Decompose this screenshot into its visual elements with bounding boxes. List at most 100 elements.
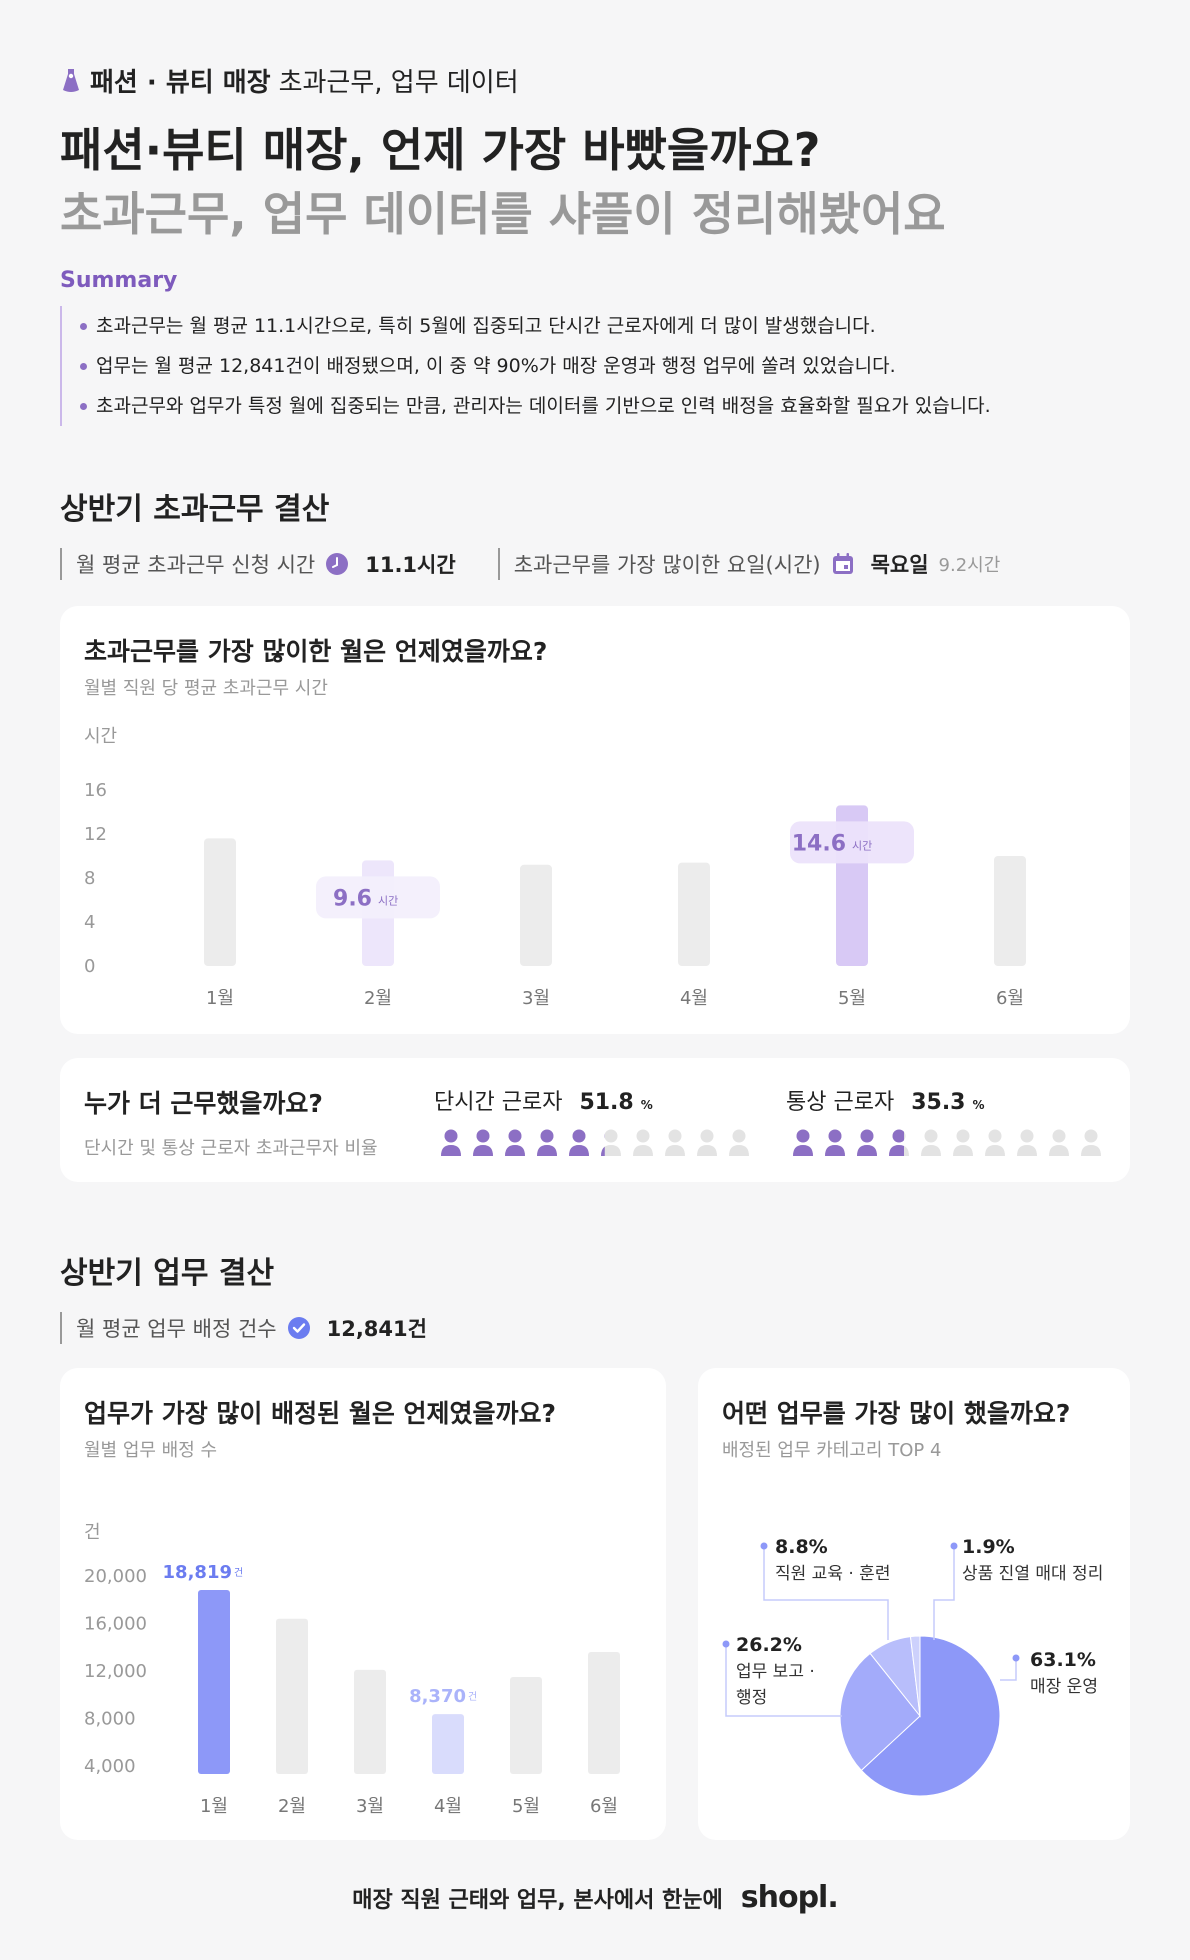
data-label-unit: 건 <box>234 1567 243 1579</box>
slice-name-label: 업무 보고 · <box>736 1662 815 1682</box>
task-chart-subtitle: 월별 업무 배정 수 <box>84 1440 218 1461</box>
data-label: 8,370 <box>409 1686 466 1707</box>
person-icon <box>572 1129 586 1143</box>
people-icons <box>441 1129 1101 1156</box>
kicker: 패션 · 뷰티 매장 초과근무, 업무 데이터 <box>60 62 519 99</box>
bar <box>276 1618 308 1774</box>
check-icon <box>287 1317 310 1339</box>
full-time-ratio: 통상 근로자 35.3 % <box>786 1084 985 1116</box>
leader-dot <box>760 1542 768 1550</box>
person-icon <box>988 1129 1002 1143</box>
y-tick-label: 4,000 <box>84 1756 136 1777</box>
bar <box>432 1714 464 1774</box>
person-icon <box>668 1129 682 1143</box>
leader-line <box>933 1546 955 1640</box>
person-icon <box>1049 1145 1069 1156</box>
y-tick-label: 12,000 <box>84 1661 147 1682</box>
x-tick-label: 5월 <box>512 1796 540 1817</box>
y-tick-label: 8,000 <box>84 1709 136 1730</box>
data-label-bg <box>790 821 914 864</box>
x-tick-label: 1월 <box>206 988 234 1009</box>
overtime-chart: 시간 0 4 8 12 16 1월 2월 9.6 시간 3월 4월 5월 14.6 시간 6월 <box>84 726 1026 1009</box>
shopl-logo[interactable]: shopl. <box>740 1880 839 1915</box>
part-time-unit: % <box>640 1098 653 1112</box>
y-tick-label: 0 <box>84 956 95 977</box>
leader-line <box>1000 1658 1017 1681</box>
bar <box>678 862 710 966</box>
leader-dot <box>1012 1654 1020 1662</box>
leader-dot <box>950 1542 958 1550</box>
slice-value-label: 8.8% <box>775 1536 828 1558</box>
person-icon <box>665 1145 685 1156</box>
person-icon <box>921 1145 941 1156</box>
dress-icon <box>63 68 79 92</box>
part-time-label: 단시간 근로자 <box>434 1090 563 1115</box>
category-chart-title: 어떤 업무를 가장 많이 했을까요? <box>722 1399 1071 1428</box>
avg-overtime-value: 11.1시간 <box>365 553 456 577</box>
person-icon <box>892 1129 904 1143</box>
y-tick-label: 16,000 <box>84 1614 147 1635</box>
y-axis-label: 시간 <box>84 726 117 747</box>
slice-name-label: 행정 <box>736 1688 767 1708</box>
data-label: 9.6 <box>333 886 372 911</box>
summary-item: 업무는 월 평균 12,841건이 배정됐으며, 이 중 약 90%가 매장 운… <box>78 346 991 386</box>
bar <box>588 1652 620 1774</box>
person-icon <box>604 1129 618 1143</box>
slice-name-label: 매장 운영 <box>1030 1677 1098 1697</box>
y-tick-label: 20,000 <box>84 1566 147 1587</box>
top-day-stat: 초과근무를 가장 많이한 요일(시간) 목요일 9.2시간 <box>497 548 1001 580</box>
person-icon <box>953 1145 973 1156</box>
task-stats: 월 평균 업무 배정 건수 12,841건 <box>60 1312 427 1344</box>
person-icon <box>569 1145 589 1156</box>
workers-subtitle: 단시간 및 통상 근로자 초과근무자 비율 <box>84 1138 378 1159</box>
x-tick-label: 6월 <box>590 1796 618 1817</box>
person-icon <box>604 1134 605 1138</box>
top-day-value: 목요일 <box>870 553 929 577</box>
x-tick-label: 6월 <box>996 988 1024 1009</box>
person-icon <box>985 1145 1005 1156</box>
task-chart-title: 업무가 가장 많이 배정된 월은 언제였을까요? <box>84 1399 557 1428</box>
footer-text: 매장 직원 근태와 업무, 본사에서 한눈에 <box>352 1887 723 1913</box>
full-time-unit: % <box>972 1098 985 1112</box>
data-label-unit: 건 <box>468 1691 477 1703</box>
x-tick-label: 2월 <box>278 1796 306 1817</box>
full-time-label: 통상 근로자 <box>786 1090 895 1115</box>
top-day-label: 초과근무를 가장 많이한 요일(시간) <box>513 553 821 577</box>
category-chart-subtitle: 배정된 업무 카테고리 TOP 4 <box>722 1440 942 1461</box>
person-icon <box>956 1129 970 1143</box>
y-tick-label: 4 <box>84 912 95 933</box>
data-label-unit: 시간 <box>378 894 398 907</box>
bar <box>520 864 552 966</box>
x-tick-label: 4월 <box>434 1796 462 1817</box>
avg-task-label: 월 평균 업무 배정 건수 <box>76 1317 277 1341</box>
person-icon <box>540 1129 554 1143</box>
slice-value-label: 26.2% <box>736 1634 802 1656</box>
slice-name-label: 상품 진열 매대 정리 <box>962 1564 1103 1584</box>
slice-name-label: 직원 교육 · 훈련 <box>775 1564 890 1584</box>
task-chart-card: 업무가 가장 많이 배정된 월은 언제였을까요? 월별 업무 배정 수 건 4,0… <box>60 1368 666 1840</box>
avg-overtime-label: 월 평균 초과근무 신청 시간 <box>76 553 316 577</box>
overtime-section-title: 상반기 초과근무 결산 <box>60 492 330 527</box>
calendar-icon <box>832 553 853 574</box>
summary-label: Summary <box>60 268 178 293</box>
top-day-sub: 9.2시간 <box>938 555 1001 576</box>
person-icon <box>924 1129 938 1143</box>
person-icon <box>732 1129 746 1143</box>
person-icon <box>697 1145 717 1156</box>
person-icon <box>729 1145 749 1156</box>
avg-task-stat: 월 평균 업무 배정 건수 12,841건 <box>60 1312 427 1344</box>
category-chart-card: 어떤 업무를 가장 많이 했을까요? 배정된 업무 카테고리 TOP 4 63.… <box>698 1368 1130 1840</box>
avg-task-value: 12,841건 <box>326 1317 427 1341</box>
overtime-chart-title: 초과근무를 가장 많이한 월은 언제였을까요? <box>84 637 548 666</box>
person-icon <box>537 1145 557 1156</box>
person-icon <box>793 1145 813 1156</box>
pie-slice <box>860 1635 1001 1797</box>
person-icon <box>633 1145 653 1156</box>
task-section-title: 상반기 업무 결산 <box>60 1256 275 1291</box>
overtime-chart-subtitle: 월별 직원 당 평균 초과근무 시간 <box>84 678 328 699</box>
person-row-filled <box>793 1129 904 1156</box>
person-icon <box>1017 1145 1037 1156</box>
data-label-bg <box>316 876 440 919</box>
slice-value-label: 63.1% <box>1030 1649 1096 1671</box>
